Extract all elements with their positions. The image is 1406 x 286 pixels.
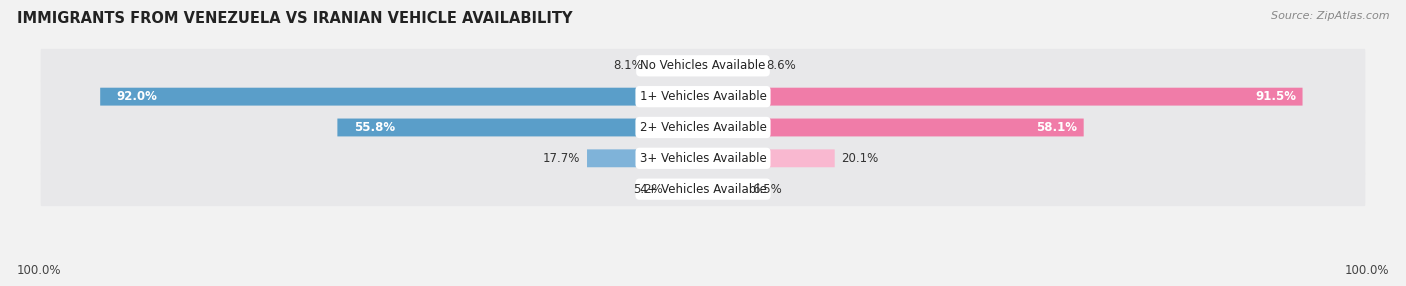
FancyBboxPatch shape xyxy=(703,118,1084,136)
FancyBboxPatch shape xyxy=(337,118,703,136)
FancyBboxPatch shape xyxy=(41,80,1365,114)
Text: 17.7%: 17.7% xyxy=(543,152,581,165)
FancyBboxPatch shape xyxy=(100,88,703,106)
Text: 55.8%: 55.8% xyxy=(354,121,395,134)
Text: 91.5%: 91.5% xyxy=(1256,90,1296,103)
Text: IMMIGRANTS FROM VENEZUELA VS IRANIAN VEHICLE AVAILABILITY: IMMIGRANTS FROM VENEZUELA VS IRANIAN VEH… xyxy=(17,11,572,26)
Text: 92.0%: 92.0% xyxy=(117,90,157,103)
FancyBboxPatch shape xyxy=(669,180,703,198)
Text: 5.2%: 5.2% xyxy=(633,183,662,196)
Text: 6.5%: 6.5% xyxy=(752,183,782,196)
Text: 20.1%: 20.1% xyxy=(841,152,879,165)
Text: 58.1%: 58.1% xyxy=(1036,121,1077,134)
FancyBboxPatch shape xyxy=(41,172,1365,206)
Text: 1+ Vehicles Available: 1+ Vehicles Available xyxy=(640,90,766,103)
Text: 100.0%: 100.0% xyxy=(17,265,62,277)
Text: 4+ Vehicles Available: 4+ Vehicles Available xyxy=(640,183,766,196)
FancyBboxPatch shape xyxy=(703,57,759,75)
FancyBboxPatch shape xyxy=(41,141,1365,175)
Text: 3+ Vehicles Available: 3+ Vehicles Available xyxy=(640,152,766,165)
FancyBboxPatch shape xyxy=(703,88,1302,106)
FancyBboxPatch shape xyxy=(41,110,1365,144)
Text: 8.1%: 8.1% xyxy=(613,59,644,72)
Text: 8.6%: 8.6% xyxy=(766,59,796,72)
FancyBboxPatch shape xyxy=(703,180,745,198)
FancyBboxPatch shape xyxy=(703,149,835,167)
Text: Source: ZipAtlas.com: Source: ZipAtlas.com xyxy=(1271,11,1389,21)
FancyBboxPatch shape xyxy=(588,149,703,167)
Text: No Vehicles Available: No Vehicles Available xyxy=(640,59,766,72)
FancyBboxPatch shape xyxy=(650,57,703,75)
Text: 100.0%: 100.0% xyxy=(1344,265,1389,277)
FancyBboxPatch shape xyxy=(41,49,1365,83)
Text: 2+ Vehicles Available: 2+ Vehicles Available xyxy=(640,121,766,134)
